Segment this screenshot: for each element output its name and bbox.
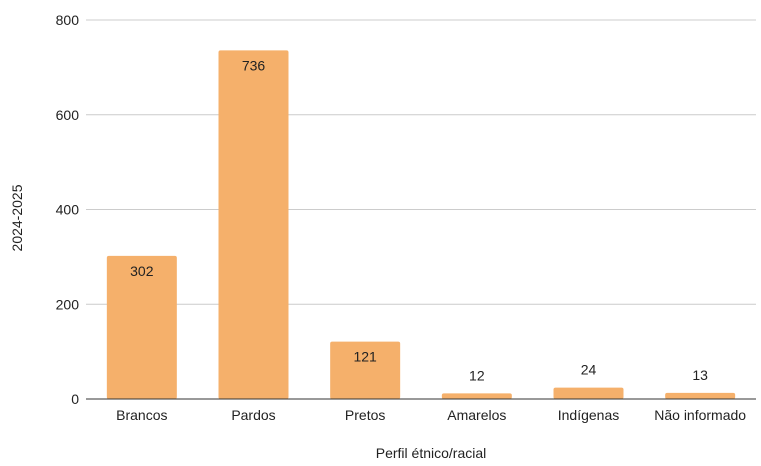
- x-tick-label: Amarelos: [447, 407, 506, 423]
- y-axis-label: 2024-2025: [9, 184, 25, 251]
- y-tick-label: 400: [56, 202, 80, 218]
- y-tick-label: 800: [56, 12, 80, 28]
- x-tick-label: Brancos: [116, 407, 167, 423]
- data-labels: 302 736 121 12 24 13: [130, 57, 708, 383]
- data-label: 24: [581, 362, 597, 378]
- y-tick-label: 600: [56, 107, 80, 123]
- data-label: 302: [130, 263, 154, 279]
- bar: [553, 387, 624, 399]
- data-label: 12: [469, 367, 485, 383]
- x-tick-label: Não informado: [654, 407, 746, 423]
- y-tick-label: 200: [56, 296, 80, 312]
- y-tick-label: 0: [71, 391, 79, 407]
- x-tick-label: Indígenas: [558, 407, 620, 423]
- x-axis-ticks: Brancos Pardos Pretos Amarelos Indígenas Não …: [116, 407, 746, 423]
- bar: [441, 393, 512, 399]
- x-tick-label: Pretos: [345, 407, 385, 423]
- bar: [218, 50, 289, 399]
- grid-lines: [86, 19, 756, 305]
- y-axis-ticks: 0 200 400 600 800: [56, 12, 80, 407]
- data-label: 121: [353, 349, 377, 365]
- x-axis-label: Perfil étnico/racial: [376, 445, 487, 461]
- bar: [330, 341, 401, 399]
- data-label: 736: [242, 57, 266, 73]
- data-label: 13: [692, 367, 708, 383]
- x-tick-label: Pardos: [231, 407, 275, 423]
- bar: [665, 392, 736, 399]
- bar: [106, 255, 177, 399]
- bars: [106, 50, 736, 399]
